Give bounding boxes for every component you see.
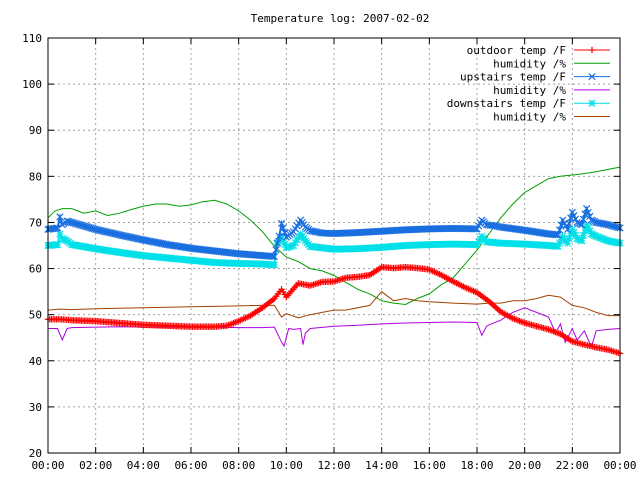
- legend-item: upstairs temp /F: [460, 71, 610, 84]
- legend-marker: [588, 72, 596, 81]
- grid-lines: [48, 38, 620, 453]
- data-point-marker: [583, 204, 591, 213]
- data-point-marker: [579, 215, 588, 223]
- x-tick-label: 06:00: [174, 459, 207, 472]
- data-point-marker: [565, 234, 573, 243]
- data-point-marker: [584, 208, 592, 217]
- x-tick-label: 20:00: [508, 459, 541, 472]
- legend-marker: [588, 46, 596, 54]
- data-point-marker: [279, 224, 287, 232]
- y-tick-label: 110: [22, 32, 42, 45]
- x-tick-label: 04:00: [127, 459, 160, 472]
- legend-marker: [588, 99, 596, 107]
- legend-item: humidity /%: [493, 111, 610, 124]
- x-tick-label: 22:00: [556, 459, 589, 472]
- legend-item: humidity /%: [493, 84, 610, 97]
- axis-ticks: 20 30 40 50 60 70 80 90 100 110 00:00 02:00 04:00 06:…: [22, 32, 636, 472]
- series-0: [44, 263, 624, 357]
- y-tick-label: 70: [29, 216, 42, 229]
- y-tick-label: 30: [29, 401, 42, 414]
- legend-label: humidity /%: [493, 111, 566, 124]
- x-tick-label: 14:00: [365, 459, 398, 472]
- data-point-marker: [277, 219, 286, 227]
- data-point-marker: [269, 252, 277, 261]
- data-point-marker: [270, 252, 279, 261]
- legend-label: downstairs temp /F: [447, 97, 566, 110]
- x-tick-label: 16:00: [413, 459, 446, 472]
- data-point-marker: [53, 240, 62, 249]
- data-point-marker: [555, 226, 564, 234]
- x-tick-label: 08:00: [222, 459, 255, 472]
- data-point-marker: [53, 224, 62, 232]
- y-tick-label: 20: [29, 447, 42, 460]
- chart-title: Temperature log: 2007-02-02: [251, 12, 430, 25]
- data-point-marker: [563, 225, 572, 233]
- legend-item: humidity /%: [493, 57, 610, 70]
- legend-label: humidity /%: [493, 57, 566, 70]
- series-2: [44, 204, 624, 261]
- x-tick-label: 02:00: [79, 459, 112, 472]
- series-line: [47, 166, 621, 306]
- x-tick-label: 10:00: [270, 459, 303, 472]
- x-tick-label: 18:00: [460, 459, 493, 472]
- data-point-marker: [552, 231, 561, 239]
- data-point-marker: [578, 237, 586, 245]
- data-point-marker: [565, 220, 573, 228]
- x-tick-label: 00:00: [31, 459, 64, 472]
- y-tick-label: 60: [29, 263, 42, 276]
- legend-label: humidity /%: [493, 84, 566, 97]
- data-point-marker: [56, 213, 64, 221]
- series-line: [47, 290, 620, 319]
- x-tick-label: 00:00: [603, 459, 636, 472]
- data-point-marker: [579, 231, 588, 240]
- data-point-marker: [275, 232, 283, 240]
- y-tick-label: 90: [29, 124, 42, 137]
- y-tick-label: 40: [29, 355, 42, 368]
- y-tick-label: 80: [29, 170, 42, 183]
- legend-label: outdoor temp /F: [467, 44, 566, 57]
- data-point-marker: [470, 225, 478, 233]
- y-tick-label: 50: [29, 309, 42, 322]
- series-1: [47, 166, 621, 306]
- y-tick-label: 100: [22, 78, 42, 91]
- legend-label: upstairs temp /F: [460, 71, 566, 84]
- data-point-marker: [270, 261, 279, 269]
- x-tick-label: 12:00: [317, 459, 350, 472]
- data-point-marker: [273, 239, 282, 247]
- series-5: [47, 290, 620, 319]
- legend-item: outdoor temp /F: [467, 44, 610, 57]
- data-point-marker: [578, 221, 586, 229]
- data-point-marker: [554, 231, 562, 239]
- data-point-marker: [52, 224, 60, 232]
- series-layer: [44, 166, 624, 357]
- data-point-marker: [272, 246, 280, 254]
- legend-item: downstairs temp /F: [447, 97, 610, 110]
